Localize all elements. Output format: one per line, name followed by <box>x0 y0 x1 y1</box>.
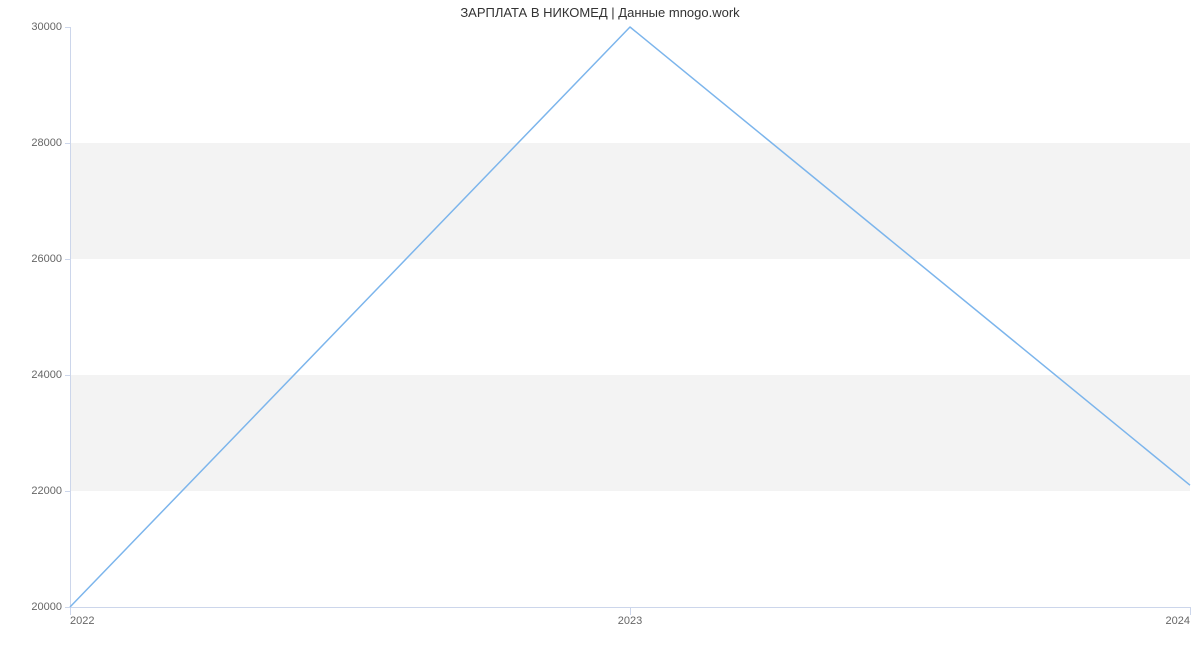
y-tick-label: 26000 <box>31 253 62 265</box>
salary-chart: ЗАРПЛАТА В НИКОМЕД | Данные mnogo.work 2… <box>0 0 1200 650</box>
x-tick <box>1190 607 1191 615</box>
x-tick-label: 2023 <box>618 615 642 627</box>
chart-title: ЗАРПЛАТА В НИКОМЕД | Данные mnogo.work <box>0 5 1200 20</box>
x-tick-label: 2024 <box>1166 615 1190 627</box>
line-series <box>70 27 1190 607</box>
x-tick <box>630 607 631 615</box>
series-line <box>70 27 1190 607</box>
y-tick-label: 30000 <box>31 21 62 33</box>
y-tick-label: 22000 <box>31 485 62 497</box>
y-tick-label: 20000 <box>31 601 62 613</box>
plot-area: 200002200024000260002800030000 202220232… <box>70 27 1190 607</box>
y-tick-label: 28000 <box>31 137 62 149</box>
x-tick <box>70 607 71 615</box>
y-tick-label: 24000 <box>31 369 62 381</box>
x-tick-label: 2022 <box>70 615 94 627</box>
